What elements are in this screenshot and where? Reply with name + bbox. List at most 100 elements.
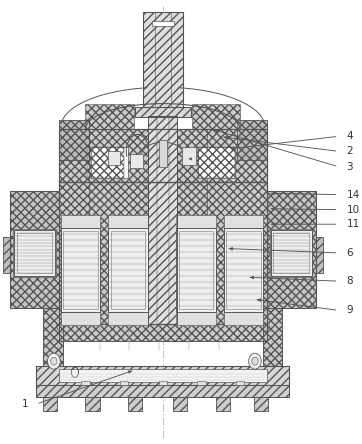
- Bar: [148, 116, 177, 325]
- Bar: [237, 120, 266, 160]
- Bar: [59, 120, 89, 160]
- Text: 2: 2: [346, 147, 353, 156]
- Bar: [61, 215, 100, 228]
- Bar: [61, 312, 100, 325]
- Bar: [3, 238, 10, 273]
- Text: 10: 10: [346, 205, 359, 214]
- Bar: [198, 147, 235, 178]
- Bar: [198, 147, 235, 178]
- Bar: [91, 147, 128, 178]
- Bar: [10, 191, 59, 308]
- Bar: [108, 215, 148, 228]
- Circle shape: [47, 353, 60, 369]
- Bar: [179, 231, 213, 309]
- Bar: [254, 396, 268, 411]
- Bar: [143, 12, 183, 107]
- Bar: [111, 231, 145, 309]
- Bar: [176, 228, 216, 312]
- Bar: [254, 396, 268, 411]
- Bar: [59, 182, 266, 325]
- Bar: [14, 230, 55, 276]
- Text: 6: 6: [346, 248, 353, 258]
- Bar: [271, 230, 312, 276]
- Bar: [43, 396, 57, 411]
- Bar: [316, 238, 323, 273]
- Bar: [224, 228, 263, 312]
- Bar: [236, 381, 244, 385]
- Bar: [176, 215, 216, 228]
- Bar: [61, 228, 100, 312]
- Bar: [191, 103, 240, 129]
- Bar: [108, 312, 148, 325]
- Bar: [108, 228, 148, 312]
- Text: 3: 3: [346, 162, 353, 172]
- Bar: [216, 396, 230, 411]
- Bar: [36, 365, 289, 385]
- Bar: [59, 325, 266, 341]
- Bar: [263, 308, 282, 365]
- Bar: [85, 103, 134, 129]
- Bar: [176, 228, 216, 312]
- Text: 11: 11: [346, 219, 359, 229]
- Bar: [182, 147, 195, 166]
- Bar: [271, 230, 312, 276]
- Circle shape: [249, 353, 261, 369]
- Bar: [270, 229, 312, 277]
- Bar: [173, 396, 188, 411]
- Bar: [152, 20, 174, 26]
- Bar: [135, 107, 191, 117]
- Bar: [108, 151, 119, 165]
- Bar: [216, 396, 230, 411]
- Bar: [85, 396, 100, 411]
- Bar: [59, 182, 266, 325]
- Bar: [59, 325, 266, 341]
- Bar: [87, 147, 124, 178]
- Bar: [130, 154, 143, 168]
- Bar: [14, 230, 55, 276]
- Bar: [316, 238, 323, 273]
- Text: 8: 8: [346, 276, 353, 286]
- Bar: [224, 312, 263, 325]
- Bar: [128, 396, 142, 411]
- Circle shape: [252, 357, 258, 365]
- Bar: [224, 228, 263, 312]
- Text: 9: 9: [346, 305, 353, 315]
- Bar: [224, 215, 263, 228]
- Bar: [266, 191, 316, 308]
- Text: 14: 14: [346, 190, 359, 200]
- Bar: [143, 12, 183, 107]
- Bar: [59, 369, 266, 382]
- Bar: [128, 396, 142, 411]
- Bar: [266, 191, 316, 308]
- Bar: [59, 129, 266, 182]
- Bar: [226, 231, 261, 309]
- Bar: [17, 233, 52, 273]
- Bar: [120, 381, 129, 385]
- Bar: [13, 229, 56, 277]
- Bar: [159, 140, 167, 167]
- Bar: [63, 231, 98, 309]
- Bar: [81, 381, 90, 385]
- Bar: [59, 120, 89, 160]
- Bar: [197, 381, 206, 385]
- Bar: [43, 308, 63, 365]
- Bar: [43, 396, 57, 411]
- Bar: [59, 129, 266, 182]
- Circle shape: [51, 357, 57, 365]
- Bar: [3, 238, 10, 273]
- Bar: [61, 228, 100, 312]
- Bar: [36, 385, 289, 396]
- Bar: [85, 396, 100, 411]
- Text: 1: 1: [22, 399, 29, 409]
- Bar: [176, 312, 216, 325]
- Bar: [173, 396, 188, 411]
- Bar: [237, 120, 266, 160]
- Text: 4: 4: [346, 131, 353, 141]
- Bar: [36, 385, 289, 396]
- Bar: [159, 381, 167, 385]
- Bar: [135, 107, 191, 117]
- Bar: [43, 308, 63, 365]
- Bar: [263, 308, 282, 365]
- Bar: [36, 365, 289, 385]
- Bar: [273, 233, 309, 273]
